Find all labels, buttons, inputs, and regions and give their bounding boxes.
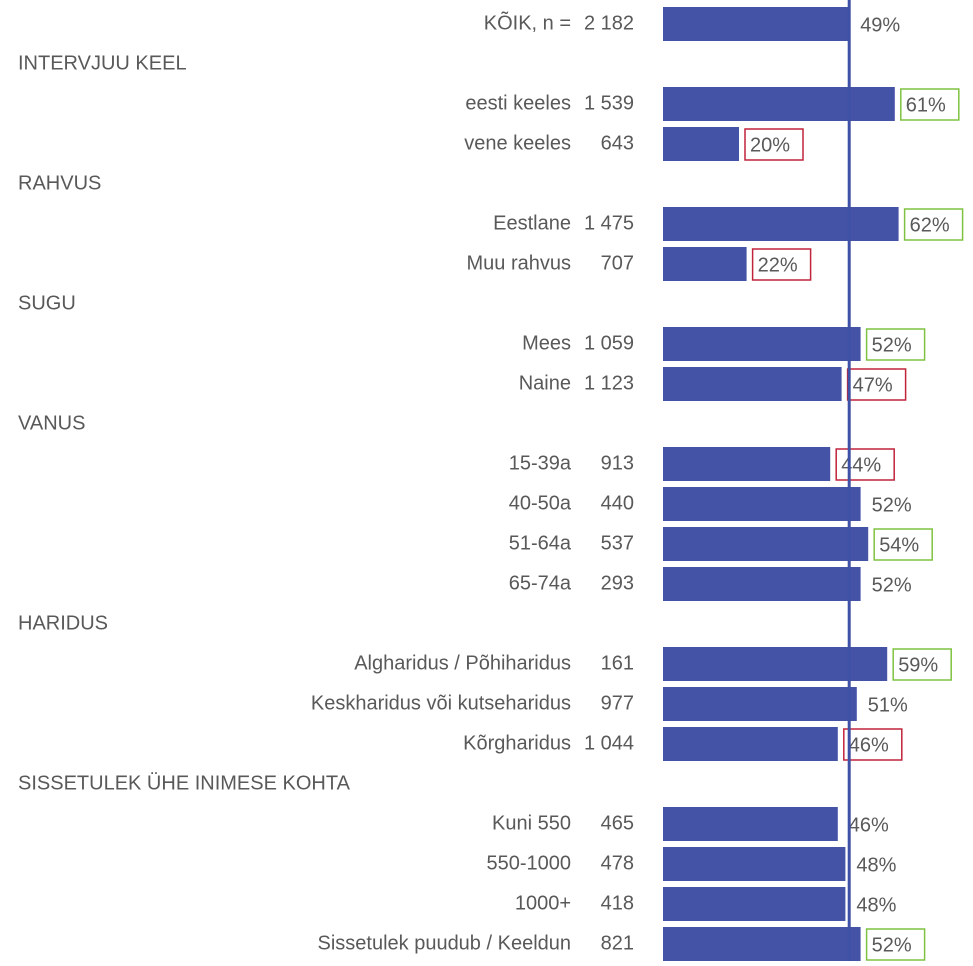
highlight-box <box>873 528 933 561</box>
bar <box>663 127 739 161</box>
value-label: 52% <box>872 574 912 596</box>
bar <box>663 527 869 561</box>
category-label: Muu rahvus <box>467 252 572 274</box>
bar <box>663 847 846 881</box>
category-label: 1000+ <box>515 892 571 914</box>
value-label: 47% <box>853 374 893 396</box>
bar <box>663 807 838 841</box>
category-label: 550-1000 <box>486 852 571 874</box>
highlight-box <box>892 648 952 681</box>
value-label: 52% <box>872 934 912 956</box>
value-label: 44% <box>841 454 881 476</box>
category-label: eesti keeles <box>465 92 571 114</box>
n-label: 821 <box>601 932 634 954</box>
bar <box>663 727 838 761</box>
value-label: 52% <box>872 334 912 356</box>
value-label: 20% <box>750 134 790 156</box>
value-label: 48% <box>856 894 896 916</box>
bar <box>663 247 747 281</box>
category-label: Sissetulek puudub / Keeldun <box>317 932 571 954</box>
value-label: 46% <box>849 734 889 756</box>
group-title: SISSETULEK ÜHE INIMESE KOHTA <box>18 772 351 794</box>
bar <box>663 207 899 241</box>
value-label: 22% <box>758 254 798 276</box>
value-label: 51% <box>868 694 908 716</box>
category-label: 40-50a <box>509 492 572 514</box>
bar <box>663 487 861 521</box>
category-label: 15-39a <box>509 452 572 474</box>
bar <box>663 7 850 41</box>
bar <box>663 367 842 401</box>
category-label: Kuni 550 <box>492 812 571 834</box>
category-label: Naine <box>519 372 571 394</box>
highlight-box <box>843 728 903 761</box>
bar <box>663 327 861 361</box>
n-label: 161 <box>601 652 634 674</box>
n-label: 293 <box>601 572 634 594</box>
n-label: 1 475 <box>584 212 634 234</box>
category-label: Mees <box>522 332 571 354</box>
bar <box>663 887 846 921</box>
category-label: KÕIK, n = <box>484 10 571 34</box>
highlight-box <box>744 128 804 161</box>
category-label: Kõrgharidus <box>463 732 571 754</box>
bar <box>663 687 857 721</box>
group-title: VANUS <box>18 412 85 434</box>
n-label: 418 <box>601 892 634 914</box>
group-title: RAHVUS <box>18 172 101 194</box>
n-label: 1 044 <box>584 732 634 754</box>
value-label: 54% <box>879 534 919 556</box>
n-label: 440 <box>601 492 634 514</box>
n-label: 913 <box>601 452 634 474</box>
bar <box>663 927 861 961</box>
category-label: vene keeles <box>464 132 571 154</box>
bar <box>663 647 888 681</box>
n-label: 977 <box>601 692 634 714</box>
highlight-box <box>751 248 812 281</box>
value-label: 46% <box>849 814 889 836</box>
group-title: HARIDUS <box>18 612 108 634</box>
highlight-box <box>846 368 907 401</box>
value-label: 52% <box>872 494 912 516</box>
n-label: 2 182 <box>584 12 634 34</box>
highlight-box <box>900 88 960 121</box>
category-label: Keskharidus või kutseharidus <box>311 692 571 714</box>
highlight-box <box>865 328 926 361</box>
n-label: 1 123 <box>584 372 634 394</box>
n-label: 1 539 <box>584 92 634 114</box>
bar <box>663 447 831 481</box>
value-label: 62% <box>910 214 950 236</box>
value-label: 49% <box>860 14 900 36</box>
bar <box>663 87 895 121</box>
n-label: 537 <box>601 532 634 554</box>
n-label: 707 <box>601 252 634 274</box>
bar <box>663 567 861 601</box>
n-label: 1 059 <box>584 332 634 354</box>
highlight-box <box>835 448 895 481</box>
n-label: 643 <box>601 132 634 154</box>
n-label: 478 <box>601 852 634 874</box>
n-label: 465 <box>601 812 634 834</box>
group-title: SUGU <box>18 292 76 314</box>
category-label: 51-64a <box>509 532 572 554</box>
category-label: 65-74a <box>509 572 572 594</box>
group-title: INTERVJUU KEEL <box>18 52 187 74</box>
value-label: 61% <box>906 94 946 116</box>
highlight-box <box>865 928 926 961</box>
category-label: Algharidus / Põhiharidus <box>354 652 571 674</box>
category-label: Eestlane <box>493 212 571 234</box>
value-label: 48% <box>856 854 896 876</box>
value-label: 59% <box>898 654 938 676</box>
highlight-box <box>903 208 964 241</box>
